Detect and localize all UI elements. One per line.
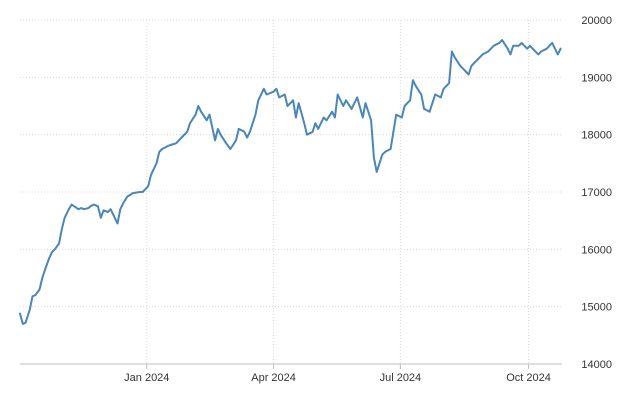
x-tick-label: Jan 2024 xyxy=(124,372,169,384)
x-tick-label: Jul 2024 xyxy=(380,372,422,384)
y-tick-label: 17000 xyxy=(581,187,612,199)
y-tick-label: 19000 xyxy=(581,72,612,84)
y-tick-label: 15000 xyxy=(581,302,612,314)
series-line xyxy=(19,39,562,325)
y-tick-label: 20000 xyxy=(581,15,612,27)
series-layer xyxy=(19,39,562,325)
axes: Jan 2024 Apr 2024 Jul 2024 Oct 2024 14000 150… xyxy=(20,15,612,384)
x-tick-label: Apr 2024 xyxy=(251,372,296,384)
grid xyxy=(20,19,562,364)
y-tick-label: 16000 xyxy=(581,244,612,256)
y-tick-label: 18000 xyxy=(581,130,612,142)
x-tick-label: Oct 2024 xyxy=(506,372,551,384)
y-tick-label: 14000 xyxy=(581,359,612,371)
